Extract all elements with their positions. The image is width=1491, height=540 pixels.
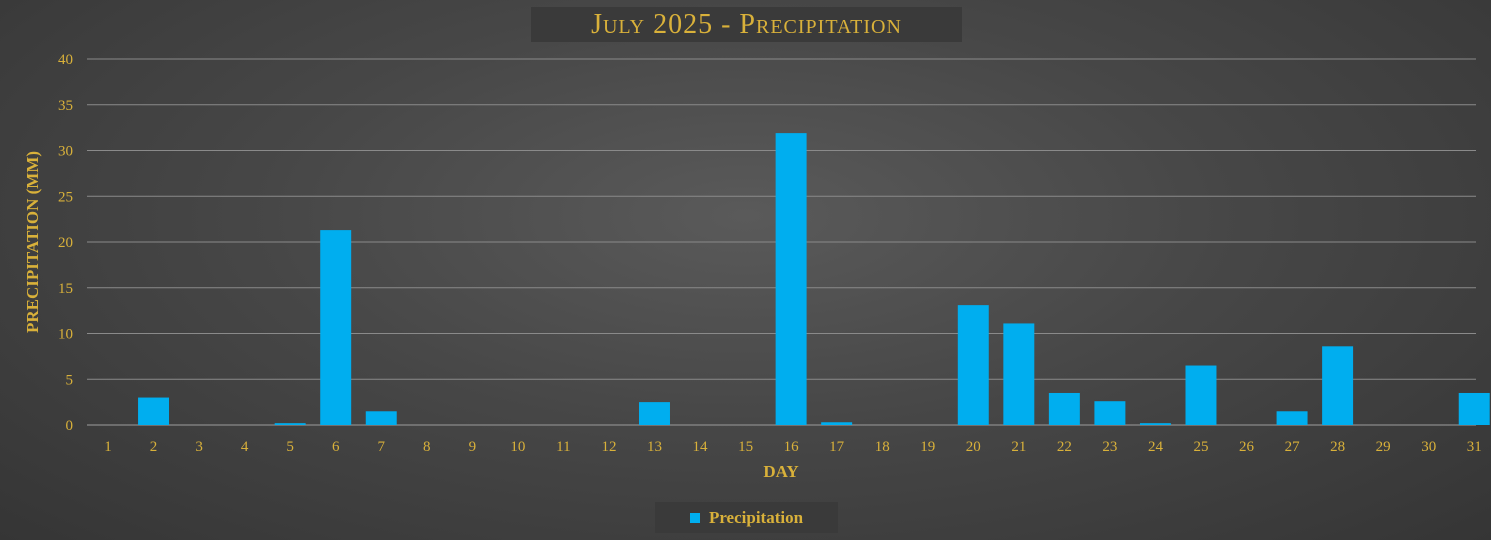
x-tick-label: 5 xyxy=(286,439,294,455)
bar-day-25 xyxy=(1185,365,1217,425)
x-tick-label: 2 xyxy=(150,439,158,455)
x-tick-label: 11 xyxy=(556,439,570,455)
x-tick-label: 12 xyxy=(601,439,616,455)
chart-title-box: July 2025 - Precipitation xyxy=(531,7,962,42)
y-axis-label: PRECIPITATION (MM) xyxy=(23,151,42,333)
x-tick-label: 18 xyxy=(875,439,890,455)
bar-day-6 xyxy=(320,230,352,425)
x-tick-label: 6 xyxy=(332,439,340,455)
x-tick-label: 20 xyxy=(966,439,981,455)
bar-day-24 xyxy=(1139,423,1171,425)
x-tick-label: 9 xyxy=(469,439,477,455)
bar-day-16 xyxy=(775,133,807,426)
x-tick-label: 15 xyxy=(738,439,753,455)
y-tick-label: 40 xyxy=(58,52,73,68)
x-tick-label: 3 xyxy=(195,439,203,455)
legend-label: Precipitation xyxy=(708,507,804,527)
x-tick-label: 25 xyxy=(1193,439,1208,455)
x-tick-label: 28 xyxy=(1330,439,1345,455)
bar-day-28 xyxy=(1322,346,1354,425)
x-tick-label: 31 xyxy=(1467,439,1482,455)
x-tick-label: 8 xyxy=(423,439,431,455)
bar-day-7 xyxy=(365,411,397,425)
y-tick-label: 25 xyxy=(58,189,73,205)
x-tick-label: 16 xyxy=(784,439,800,455)
x-tick-label: 29 xyxy=(1376,439,1391,455)
bar-day-27 xyxy=(1276,411,1308,425)
y-tick-labels: 0 5 10 15 20 25 30 35 40 xyxy=(58,52,73,434)
x-tick-label: 17 xyxy=(829,439,845,455)
y-tick-label: 30 xyxy=(58,144,73,160)
bar-day-5 xyxy=(274,423,306,425)
bar-day-17 xyxy=(821,422,853,425)
x-tick-label: 13 xyxy=(647,439,662,455)
y-tick-label: 0 xyxy=(66,418,74,434)
bars xyxy=(138,133,1490,426)
x-tick-label: 10 xyxy=(510,439,525,455)
y-tick-label: 5 xyxy=(66,372,74,388)
chart-title: July 2025 - Precipitation xyxy=(591,8,902,40)
y-tick-label: 10 xyxy=(58,327,73,343)
x-tick-labels: 1 2 3 4 5 6 7 8 9 10 11 12 13 14 15 16 17 18 19 20 21 22 23 24 2… xyxy=(104,439,1481,455)
x-tick-label: 30 xyxy=(1421,439,1436,455)
x-tick-label: 19 xyxy=(920,439,935,455)
x-tick-label: 14 xyxy=(693,439,709,455)
bar-day-21 xyxy=(1003,323,1035,425)
x-axis-label: DAY xyxy=(763,462,798,481)
x-tick-label: 24 xyxy=(1148,439,1164,455)
x-tick-label: 7 xyxy=(377,439,385,455)
x-tick-label: 4 xyxy=(241,439,249,455)
bar-day-13 xyxy=(639,402,670,425)
legend-swatch xyxy=(689,512,700,523)
x-tick-label: 27 xyxy=(1285,439,1301,455)
x-tick-label: 1 xyxy=(104,439,112,455)
x-tick-label: 23 xyxy=(1102,439,1117,455)
x-tick-label: 22 xyxy=(1057,439,1072,455)
x-tick-label: 21 xyxy=(1011,439,1026,455)
bar-day-23 xyxy=(1094,401,1126,425)
y-tick-label: 20 xyxy=(58,235,73,251)
bar-day-20 xyxy=(957,305,989,425)
y-tick-label: 35 xyxy=(58,98,73,114)
y-tick-label: 15 xyxy=(58,281,73,297)
bar-day-22 xyxy=(1048,392,1080,425)
x-tick-label: 26 xyxy=(1239,439,1255,455)
legend: Precipitation xyxy=(655,502,838,533)
bar-day-2 xyxy=(138,397,170,425)
bar-day-31 xyxy=(1458,392,1490,425)
